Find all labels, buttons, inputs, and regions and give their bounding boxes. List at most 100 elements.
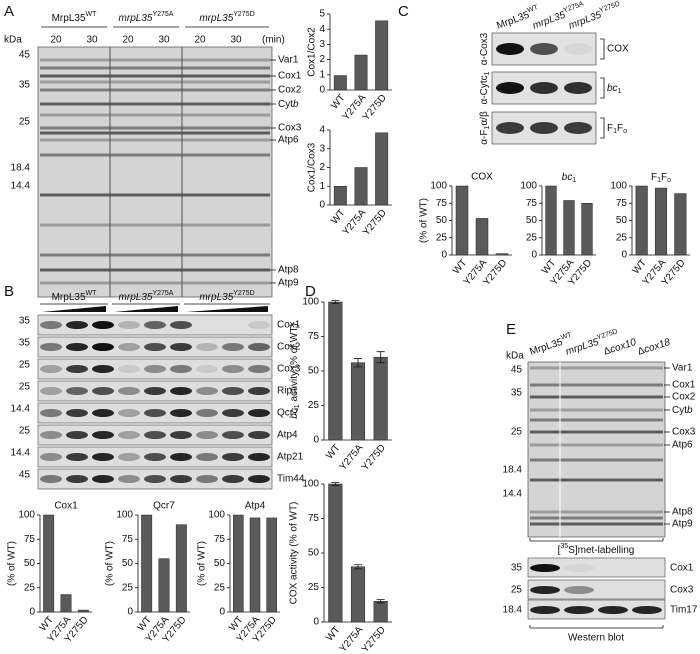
blot-band: [66, 343, 88, 351]
labelling-label-part: [: [558, 545, 561, 556]
bar: [233, 514, 244, 613]
blot-band: [222, 475, 244, 483]
bar: [545, 185, 557, 256]
y-tick-label: 4: [319, 24, 325, 35]
gel-band: [40, 153, 270, 157]
blot-band: [92, 475, 114, 483]
blot-band: [248, 453, 270, 461]
y-tick-label: 100: [208, 510, 225, 521]
gel-band: [40, 193, 270, 197]
y-tick-label: 50: [526, 215, 538, 226]
strain-label-part: Δ: [602, 345, 612, 358]
marker-label: 35: [19, 338, 31, 349]
blot-band: [144, 453, 166, 461]
error-bar: [354, 358, 362, 368]
marker-label: 45: [19, 50, 31, 61]
blot-band: [170, 453, 192, 461]
y-tick-label: 25: [24, 582, 36, 593]
blot-band: [248, 475, 270, 483]
blot-band: [222, 343, 244, 351]
lane-label: 20: [50, 35, 62, 46]
y-axis-label: bc1 activity (% of WT): [289, 323, 302, 419]
x-tick-label: Y275D: [360, 443, 388, 473]
gel-band: [530, 418, 663, 422]
blot-band: [92, 431, 114, 439]
y-tick-label: 2: [319, 54, 325, 65]
blot-band: [92, 365, 114, 373]
blot-band: [170, 409, 192, 417]
strain-label-part: Y275A: [563, 1, 585, 15]
blot-band: [222, 453, 244, 461]
strain-label-part: mrpL35: [199, 13, 233, 24]
labelling-label-part: 35: [560, 543, 568, 550]
western-label: Western blot: [568, 633, 624, 644]
blot-band: [144, 387, 166, 395]
band-label: Cox2: [672, 392, 696, 403]
panel-label: B: [4, 283, 14, 300]
amount-wedge: [186, 306, 268, 312]
band-label: Cox1: [278, 71, 302, 82]
y-axis-label: (% of WT): [419, 198, 430, 243]
blot-band: [118, 321, 140, 329]
strain-label: mrpL35Y275A: [119, 290, 174, 302]
band-label-part: Cyt: [278, 99, 293, 110]
antibody-label: α-Cytc1: [479, 71, 492, 104]
blot-band: [144, 431, 166, 439]
complex-label-part: 1: [613, 128, 617, 135]
gel: [527, 361, 666, 538]
blot-band: [632, 606, 662, 614]
blot: [37, 358, 273, 380]
lane-label: 20: [122, 35, 134, 46]
strain-label-part: mrpL35: [564, 336, 600, 357]
blot-band: [118, 475, 140, 483]
strain-label: mrpL35Y275D: [199, 290, 254, 302]
chart-title: COX: [471, 172, 493, 183]
x-tick-label: WT: [329, 93, 347, 112]
y-tick-label: 0: [319, 85, 325, 96]
blot-band: [40, 343, 62, 351]
bar: [455, 185, 469, 256]
y-tick-label: 50: [214, 558, 226, 569]
gel-band: [40, 80, 270, 84]
y-tick-label: 25: [308, 400, 320, 411]
bar: [373, 601, 388, 623]
gel-band: [530, 478, 663, 482]
protein-label: Cox3: [670, 585, 694, 596]
strain-label-part: MrpL35: [495, 9, 531, 31]
marker-label: 35: [511, 563, 523, 574]
blot-band: [66, 387, 88, 395]
error-bar: [376, 351, 385, 364]
gel-band: [40, 281, 270, 285]
blot-band: [248, 365, 270, 373]
y-tick-label: 50: [616, 215, 628, 226]
complex-label-part: F: [607, 123, 613, 134]
blot-band: [530, 82, 558, 94]
bar: [563, 200, 575, 256]
bar: [354, 167, 368, 206]
blot-band: [66, 475, 88, 483]
marker-label: 35: [511, 388, 523, 399]
blot-band: [248, 387, 270, 395]
x-tick-label: WT: [324, 443, 342, 462]
strain-label-part: WT: [560, 332, 573, 342]
strain-label-part: Y275A: [152, 11, 173, 18]
blot-band: [564, 564, 594, 572]
y-tick-label: 25: [214, 582, 226, 593]
strain-label-part: cox18: [643, 336, 672, 355]
marker-label: 35: [19, 316, 31, 327]
y-tick-label: 100: [302, 297, 319, 308]
marker-label: 18.4: [503, 465, 523, 476]
blot-band: [222, 409, 244, 417]
blot-band: [92, 387, 114, 395]
y-tick-label: 75: [308, 331, 320, 342]
marker-label: 45: [511, 365, 523, 376]
blot-band: [496, 43, 524, 55]
lane-label: 30: [158, 35, 170, 46]
y-tick-label: 75: [308, 513, 320, 524]
gel-band: [40, 58, 270, 62]
band-label-part: Cyt: [672, 405, 687, 416]
error-bar: [331, 482, 340, 486]
strain-label: mrpL35Y275A: [119, 11, 174, 23]
error-bar: [376, 599, 385, 604]
band-label: Atp9: [672, 519, 693, 530]
